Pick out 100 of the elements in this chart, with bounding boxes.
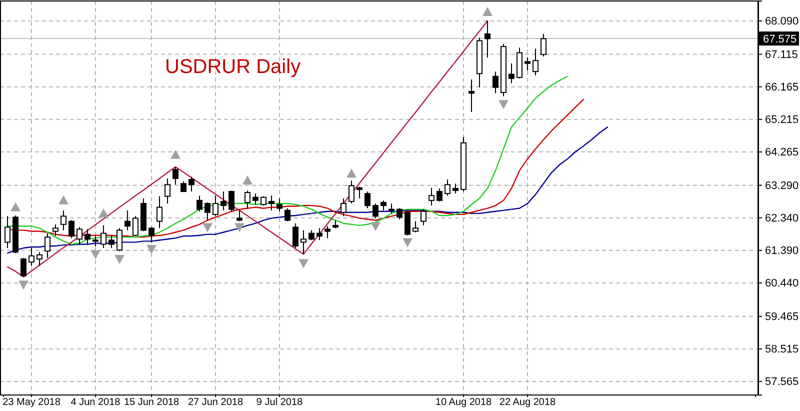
candlestick	[388, 202, 394, 214]
candlestick	[52, 224, 58, 237]
point	[498, 100, 508, 110]
point	[346, 168, 356, 178]
point	[298, 259, 308, 268]
candlestick	[252, 193, 258, 206]
point	[98, 208, 108, 218]
candlestick	[292, 222, 298, 249]
x-tick-label: 4 Jun 2018	[70, 397, 121, 408]
candlestick	[68, 220, 74, 239]
candlestick	[508, 62, 514, 84]
x-tick-label: 10 Aug 2018	[435, 397, 492, 408]
candlestick	[220, 190, 226, 211]
candlestick	[164, 178, 170, 204]
y-tick-label: 59.465	[765, 310, 799, 323]
candlestick	[148, 226, 154, 243]
candlestick	[540, 33, 546, 58]
y-tick-label: 61.390	[765, 244, 799, 257]
candlestick	[484, 20, 490, 58]
point	[146, 245, 156, 254]
candlestick	[4, 216, 10, 249]
point	[170, 150, 180, 159]
candlestick	[364, 190, 370, 209]
x-tick-label: 23 May 2018	[2, 397, 61, 408]
candlestick	[60, 210, 66, 231]
candlestick	[404, 210, 410, 236]
x-tick-label: 15 Jun 2018	[124, 397, 180, 408]
point	[370, 222, 380, 232]
candlestick	[316, 228, 322, 241]
point	[482, 6, 492, 16]
candlestick	[124, 210, 130, 231]
candlestick	[420, 208, 426, 226]
point	[90, 250, 100, 260]
candlestick	[260, 196, 266, 206]
point	[114, 254, 124, 264]
x-tick-label: 27 Jun 2018	[188, 397, 244, 408]
candlestick	[236, 210, 242, 222]
y-tick-label: 68.090	[765, 15, 799, 28]
candlestick	[324, 226, 330, 239]
x-tick-label: 9 Jul 2018	[256, 397, 304, 408]
y-tick-label: 62.340	[765, 212, 799, 224]
candlestick	[372, 202, 378, 219]
candlestick	[300, 230, 306, 255]
y-tick-label: 66.165	[765, 81, 799, 94]
candlestick	[44, 232, 50, 258]
candlestick	[524, 57, 530, 72]
ref-line-label: 67.575	[763, 33, 797, 46]
candlestick	[76, 226, 82, 246]
candlestick	[492, 71, 498, 94]
candlestick	[276, 198, 282, 212]
candlestick	[444, 179, 450, 196]
candlestick	[412, 220, 418, 233]
candlestick	[348, 180, 354, 204]
candlestick	[172, 166, 178, 186]
candlestick	[356, 186, 362, 199]
candlestick	[84, 228, 90, 245]
candlestick	[228, 190, 234, 212]
candlestick	[196, 195, 202, 212]
y-tick-label: 58.515	[765, 343, 799, 356]
candlestick	[468, 78, 474, 113]
x-tick-label: 22 Aug 2018	[499, 397, 556, 408]
y-tick-label: 64.265	[765, 146, 799, 158]
candlestick	[100, 224, 106, 249]
candlestick	[308, 230, 314, 241]
text: USDRUR Daily	[165, 56, 301, 78]
candlestick	[244, 190, 250, 209]
y-tick-label: 67.115	[765, 48, 798, 61]
candlestick	[436, 188, 442, 202]
y-tick-label: 60.440	[765, 277, 799, 290]
y-tick-label: 57.565	[765, 376, 799, 388]
candlestick	[188, 176, 194, 192]
point	[58, 195, 68, 204]
candlestick	[212, 195, 218, 217]
point	[242, 176, 252, 185]
point	[10, 202, 20, 212]
candlestick	[380, 200, 386, 211]
point	[18, 280, 28, 290]
candlestick	[204, 202, 210, 221]
y-tick-label: 65.215	[765, 114, 799, 126]
candlestick	[116, 228, 122, 252]
point	[402, 238, 412, 248]
candlestick	[156, 196, 162, 229]
point	[234, 223, 244, 232]
candlestick	[532, 48, 538, 76]
candlestick	[92, 236, 98, 246]
y-tick-label: 63.290	[765, 180, 799, 192]
candlestick	[340, 198, 346, 217]
candlestick	[284, 208, 290, 222]
candlestick	[180, 181, 186, 192]
candlestick	[428, 187, 434, 206]
candlestick	[396, 208, 402, 220]
candlestick	[20, 257, 26, 278]
point	[202, 223, 212, 232]
candlestick	[132, 216, 138, 237]
candlestick	[268, 195, 274, 211]
candlestick	[108, 236, 114, 249]
candlestick	[36, 252, 42, 266]
candlestick	[28, 248, 34, 266]
line-series	[6, 20, 488, 278]
line-series	[6, 126, 608, 254]
